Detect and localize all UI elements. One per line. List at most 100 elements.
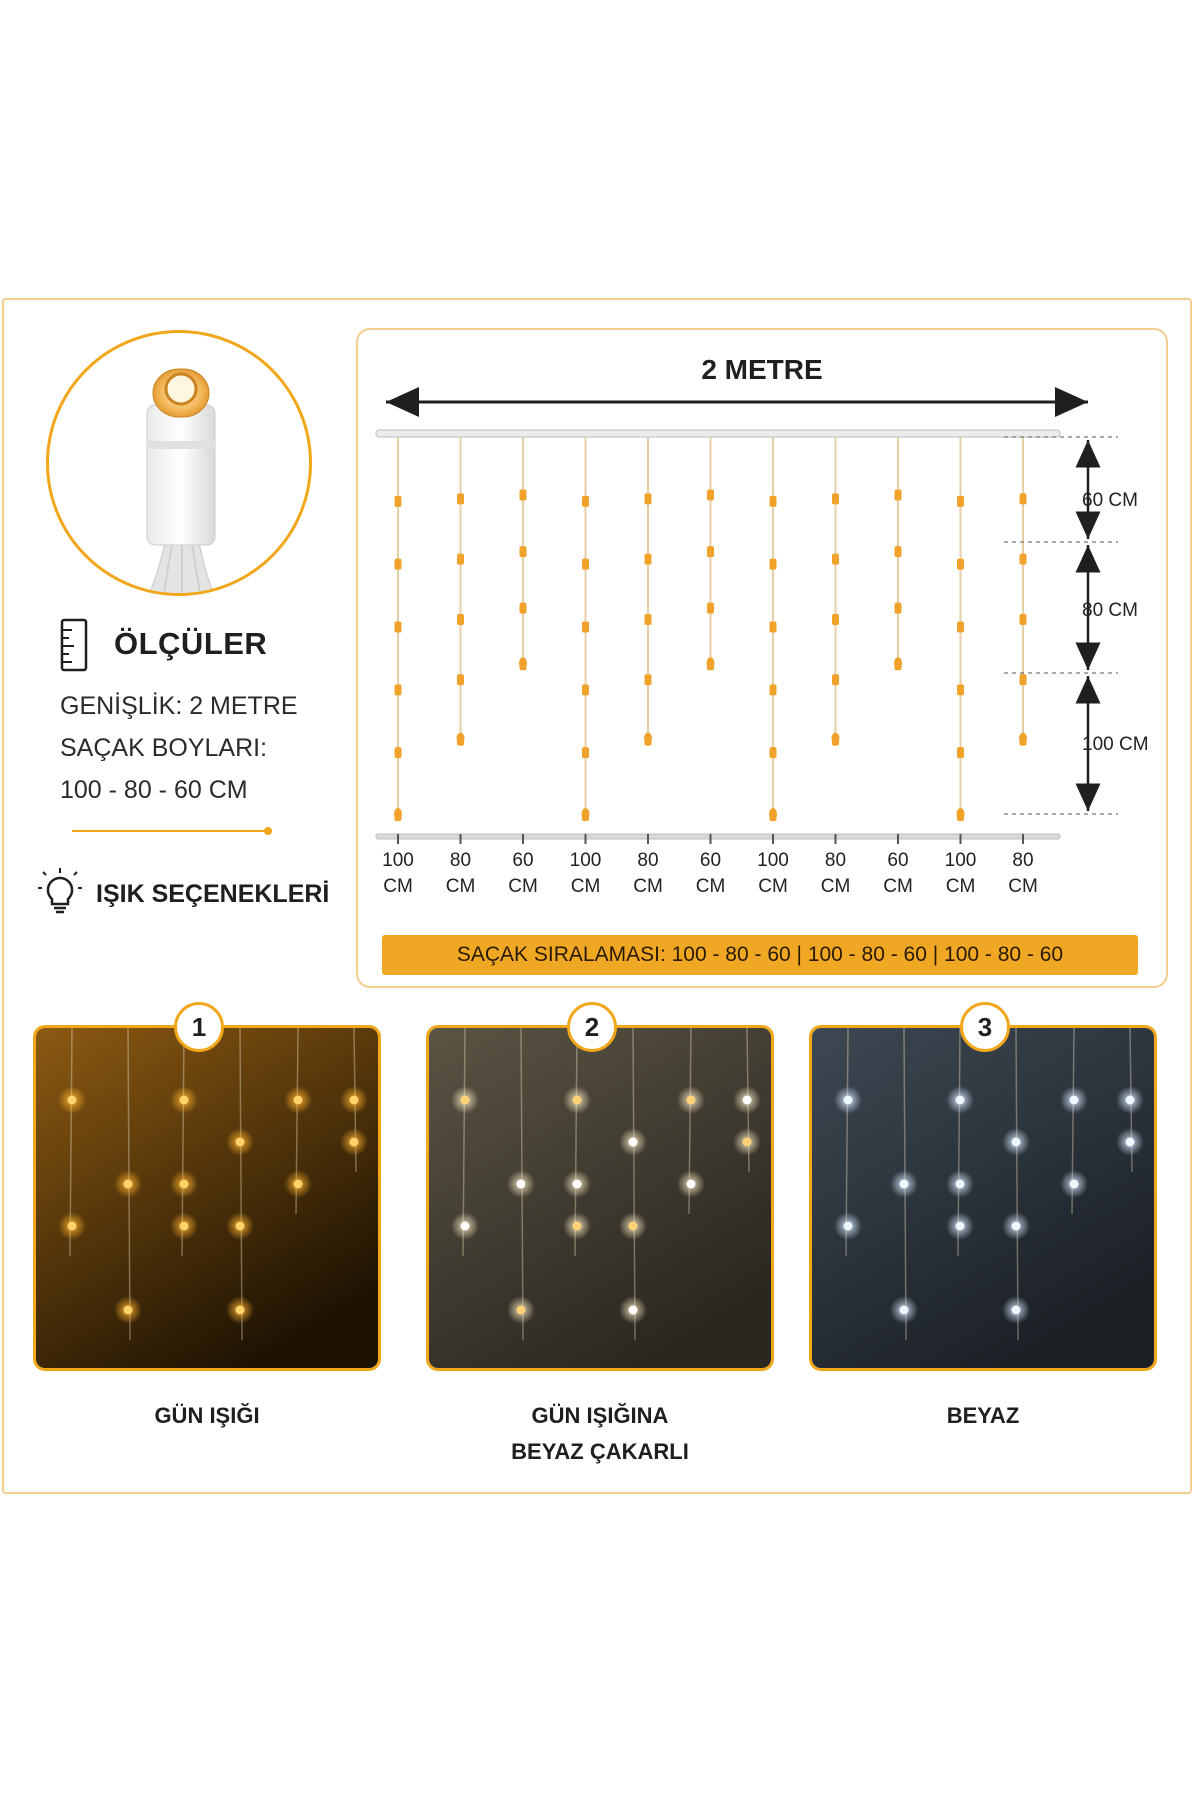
strand-bulb [394, 684, 402, 696]
strand-bulb [644, 613, 652, 625]
column-label-value: 60 [887, 850, 909, 871]
strand-bulb [707, 546, 714, 558]
light-bulb [460, 1095, 470, 1105]
strand-end-bulb [519, 657, 527, 670]
column-label: 60 CM [493, 848, 553, 900]
light-bulb [628, 1137, 638, 1147]
option-1-badge: 1 [174, 1002, 224, 1052]
spec-divider [72, 830, 268, 832]
column-label: 80 CM [993, 848, 1053, 900]
light-bulb [516, 1305, 526, 1315]
light-bulb [843, 1221, 853, 1231]
strand-bulb [769, 684, 777, 696]
light-strand [1015, 1028, 1019, 1341]
strand-bulb [707, 602, 714, 614]
column-label: 100 CM [556, 848, 616, 900]
column-label-value: 80 [637, 850, 659, 871]
option-3-photo [809, 1025, 1157, 1371]
column-label-value: 100 [382, 850, 414, 871]
light-bulb [293, 1095, 303, 1105]
strand-end-bulb [456, 732, 465, 745]
option-3-caption: BEYAZ [809, 1398, 1157, 1434]
strand-bulb [832, 613, 839, 625]
light-bulb [686, 1179, 696, 1189]
strand-bulb [457, 493, 464, 505]
strand-bulb [457, 553, 464, 565]
strand-bulb [832, 493, 839, 505]
light-bulb [179, 1179, 189, 1189]
column-label: 80 CM [806, 848, 866, 900]
strand-bulb [582, 747, 589, 759]
column-label-value: 60 [699, 850, 722, 871]
strand-end-bulb [394, 808, 402, 820]
column-label-unit: CM [883, 876, 913, 897]
column-label-unit: CM [695, 876, 726, 897]
strand-bulb [1019, 613, 1027, 625]
option-3-caption-line1: BEYAZ [946, 1403, 1020, 1428]
strand-end-bulb [706, 657, 715, 670]
light-bulb [572, 1095, 582, 1105]
strand-bulb [894, 602, 902, 614]
light-bulb [1011, 1305, 1021, 1315]
strand-bulb [582, 495, 589, 507]
strand-end-bulb [644, 732, 652, 745]
light-bulb [349, 1137, 359, 1147]
light-bulb [1069, 1095, 1079, 1105]
light-bulb [235, 1305, 245, 1315]
light-bulb [686, 1095, 696, 1105]
option-2-caption-line1: GÜN IŞIĞINA [531, 1403, 669, 1428]
strand-bulb [394, 495, 402, 507]
spec-lengths-label: SAÇAK BOYLARI: [60, 734, 268, 762]
spec-divider-dot [264, 827, 272, 835]
light-bulb [742, 1137, 752, 1147]
light-bulb [516, 1179, 526, 1189]
strand-end-bulb [831, 732, 840, 745]
light-bulb [235, 1221, 245, 1231]
photo-background [36, 1028, 378, 1368]
column-label-unit: CM [445, 876, 476, 897]
strand-bulb [1019, 674, 1027, 686]
light-bulb [179, 1095, 189, 1105]
light-bulb [1125, 1095, 1135, 1105]
strand-bulb [769, 558, 777, 570]
strand-bulb [894, 546, 902, 558]
light-bulb [742, 1095, 752, 1105]
ruler-icon [60, 618, 88, 677]
column-label: 100 CM [743, 848, 803, 900]
light-bulb [235, 1137, 245, 1147]
photo-background [429, 1028, 771, 1368]
strand-bulb [394, 558, 402, 570]
light-bulb [293, 1179, 303, 1189]
light-bulb [628, 1305, 638, 1315]
option-2-caption: GÜN IŞIĞINA BEYAZ ÇAKARLI [426, 1398, 774, 1470]
strand-end-bulb [1019, 732, 1027, 745]
light-bulb [123, 1305, 133, 1315]
option-2-photo [426, 1025, 774, 1371]
product-closeup-image [46, 330, 312, 596]
column-label-value: 80 [1012, 850, 1034, 871]
light-bulb [67, 1221, 77, 1231]
strand-bulb [894, 489, 902, 501]
strand-bulb [519, 546, 527, 558]
strand-end-bulb [894, 657, 902, 670]
light-bulb [955, 1095, 965, 1105]
length-label-100: 100 CM [1082, 734, 1149, 755]
specs-title: ÖLÇÜLER [114, 626, 268, 661]
column-label: 60 CM [868, 848, 928, 900]
option-3-badge: 3 [960, 1002, 1010, 1052]
column-label: 80 CM [431, 848, 491, 900]
length-label-80: 80 CM [1082, 600, 1138, 621]
top-rail [375, 429, 1061, 438]
strand-bulb [957, 621, 964, 633]
column-label-unit: CM [383, 876, 413, 897]
column-label-value: 60 [512, 850, 534, 871]
light-bulb [179, 1221, 189, 1231]
column-label-unit: CM [820, 876, 851, 897]
strand-bulb [957, 684, 964, 696]
option-1-caption: GÜN IŞIĞI [33, 1398, 381, 1434]
light-bulb [572, 1179, 582, 1189]
column-label-value: 100 [569, 850, 602, 871]
bulb-icon [36, 866, 84, 923]
strand-bulb [1019, 553, 1027, 565]
strand-bulb [769, 747, 777, 759]
